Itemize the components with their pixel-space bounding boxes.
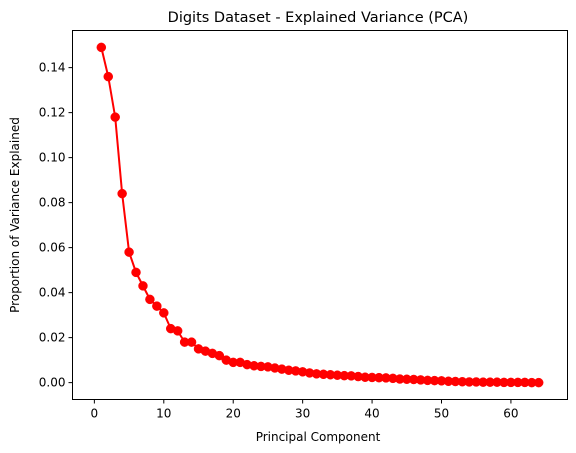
y-axis-title: Proportion of Variance Explained [8,117,22,313]
y-tick-label: 0.10 [39,151,66,165]
data-point [124,247,134,257]
data-point [186,337,197,347]
y-tick-label: 0.14 [39,61,66,75]
y-tick-label: 0.02 [39,331,66,345]
data-point [117,188,127,199]
x-tick-label: 50 [434,407,449,421]
data-point [214,350,225,361]
data-point [110,112,120,122]
chart-title: Digits Dataset - Explained Variance (PCA… [168,10,469,26]
data-point [138,281,148,291]
y-tick-label: 0.08 [39,196,66,210]
data-point [152,301,162,311]
x-tick-label: 0 [91,407,99,421]
data-point [159,308,169,318]
y-tick-label: 0.06 [39,241,66,255]
x-axis: 0 10 20 30 40 50 60 [91,399,519,421]
data-point [533,377,544,388]
data-point [145,294,155,305]
x-axis-title: Principal Component [256,430,381,444]
data-point [96,42,107,53]
y-tick-label: 0.12 [39,106,66,120]
y-tick-label: 0.00 [39,376,66,390]
x-tick-label: 30 [295,407,310,421]
x-tick-label: 10 [156,407,171,421]
x-tick-label: 40 [364,407,379,421]
x-tick-label: 60 [503,407,518,421]
y-tick-label: 0.04 [39,286,66,300]
plot-area [96,42,544,388]
data-point [103,71,113,82]
data-point [131,267,141,278]
plot-frame [72,30,568,400]
data-point [172,326,183,336]
x-tick-label: 20 [226,407,241,421]
y-axis: 0.00 0.02 0.04 0.06 0.08 0.10 0.12 0.14 [39,61,73,390]
